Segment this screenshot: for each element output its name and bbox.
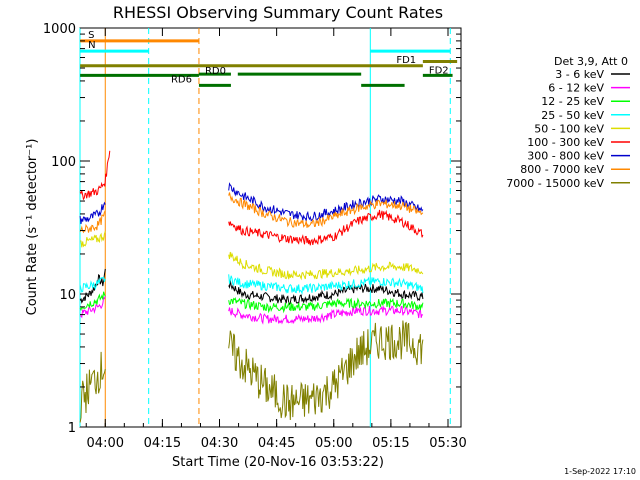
- series-group: [80, 296, 424, 325]
- series-line: [228, 280, 424, 306]
- flag-label: RD0: [205, 66, 226, 77]
- flag-label: FD2: [429, 65, 449, 76]
- flag-label: S: [88, 30, 94, 41]
- series-line: [228, 320, 424, 421]
- axis-ticks: 04:00 04:15 04:30 04:45 05:00 05:15 05:30 1 10 10…: [43, 22, 467, 451]
- flag-layer: SN FD1 FD2 RD0 RD6: [80, 30, 458, 87]
- y-tick-label: 10: [59, 288, 76, 303]
- footer-date: 1-Sep-2022 17:10: [564, 467, 636, 476]
- series-line: [228, 192, 424, 228]
- legend-label: 3 - 6 keV: [555, 68, 604, 81]
- series-line: [228, 305, 424, 325]
- series-line: [79, 351, 106, 423]
- series-layer: [79, 150, 424, 423]
- x-tick-label: 04:00: [87, 436, 124, 451]
- series-line: [228, 209, 424, 246]
- legend-label: 6 - 12 keV: [548, 82, 604, 95]
- series-line: [228, 274, 424, 296]
- legend-label: 800 - 7000 keV: [520, 163, 604, 176]
- series-line: [79, 201, 106, 225]
- flag-label: FD1: [396, 55, 416, 66]
- series-line: [79, 230, 106, 248]
- x-tick-label: 04:15: [144, 436, 181, 451]
- legend-label: 7000 - 15000 keV: [506, 177, 604, 190]
- legend-label: 100 - 300 keV: [527, 136, 604, 149]
- x-axis-label: Start Time (20-Nov-16 03:53:22): [172, 455, 384, 470]
- y-tick-label: 1000: [43, 22, 76, 37]
- series-group: [79, 182, 424, 225]
- x-tick-label: 05:15: [372, 436, 409, 451]
- legend-label: 25 - 50 keV: [541, 109, 604, 122]
- series-group: [79, 230, 424, 281]
- legend-label: 50 - 100 keV: [534, 122, 604, 135]
- series-group: [79, 150, 424, 246]
- x-tick-label: 04:45: [258, 436, 295, 451]
- series-line: [79, 291, 106, 312]
- x-tick-label: 05:00: [315, 436, 352, 451]
- legend-header: Det 3,9, Att 0: [554, 55, 628, 68]
- flag-label: RD6: [171, 74, 192, 85]
- series-line: [228, 296, 424, 314]
- series-line: [228, 182, 424, 222]
- y-axis-label: Count Rate (s⁻¹ detector⁻¹): [25, 139, 40, 316]
- series-group: [79, 274, 424, 296]
- series-group: [79, 320, 424, 423]
- y-tick-label: 100: [51, 155, 76, 170]
- marker-layer: [79, 28, 451, 427]
- series-line: [79, 268, 106, 304]
- legend-label: 12 - 25 keV: [541, 95, 604, 108]
- x-tick-label: 04:30: [201, 436, 238, 451]
- flag-label: N: [88, 40, 95, 51]
- series-group: [79, 291, 424, 314]
- x-tick-label: 05:30: [429, 436, 466, 451]
- series-line: [228, 251, 424, 281]
- chart-title: RHESSI Observing Summary Count Rates: [113, 3, 443, 22]
- series-line: [79, 276, 106, 293]
- series-line: [79, 150, 111, 201]
- legend-label: 300 - 800 keV: [527, 150, 604, 163]
- y-tick-label: 1: [68, 421, 76, 436]
- series-line: [80, 296, 106, 319]
- series-group: [79, 268, 424, 306]
